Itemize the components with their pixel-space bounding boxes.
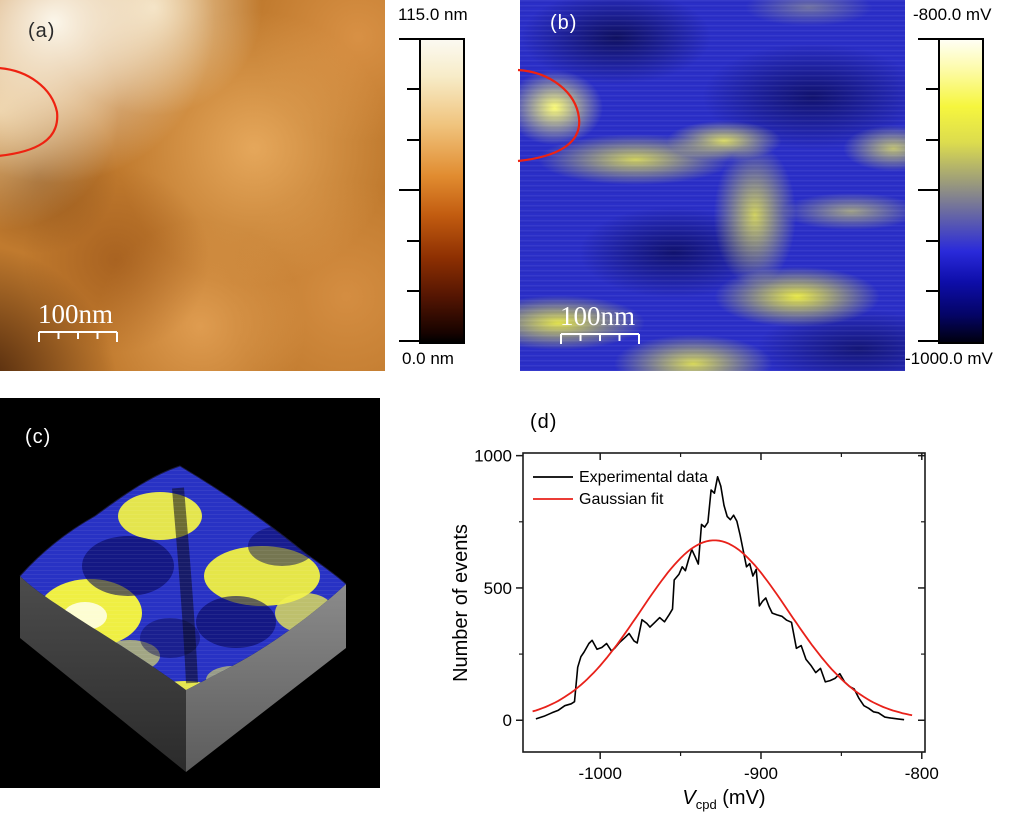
colorbar-tick (918, 38, 938, 40)
colorbar-tick (918, 189, 938, 191)
gaussian-fit-curve (532, 539, 913, 717)
colorbar-tick (407, 240, 419, 242)
experimental-data-curve (535, 476, 905, 721)
grain-contour-outline (0, 67, 59, 157)
plot-frame (522, 452, 926, 753)
scalebar-ruler-icon (560, 333, 640, 345)
panel-b-colorbar: -800.0 mV -1000.0 mV (905, 0, 1024, 372)
panel-a-scalebar: 100nm (38, 300, 118, 343)
y-tick-label: 500 (484, 579, 512, 598)
panel-b-label: (b) (550, 12, 578, 34)
colorbar-tick (918, 340, 938, 342)
legend-label: Experimental data (579, 469, 708, 486)
y-tick-label: 0 (503, 711, 512, 730)
colorbar-tick (407, 290, 419, 292)
colorbar-b-min-label: -1000.0 mV (905, 349, 993, 368)
colorbar-tick (926, 139, 938, 141)
surface-3d-block (19, 465, 347, 772)
y-axis-title: Number of events (450, 524, 472, 682)
colorbar-tick (926, 88, 938, 90)
panel-c-label: (c) (25, 426, 52, 448)
colorbar-tick (926, 240, 938, 242)
panel-c-3d-render: (c) (0, 398, 380, 788)
histogram-plot: -1000 -900 -800 0 500 1000 Number of events Vcp… (450, 447, 939, 812)
panel-b-potential-image: (b) 100nm (517, 0, 905, 371)
colorbar-tick (926, 290, 938, 292)
colorbar-a-gradient (419, 38, 465, 344)
x-tick-label: -800 (905, 764, 939, 783)
panel-d-label: (d) (530, 411, 558, 433)
panel-b-scalebar-text: 100nm (560, 301, 636, 331)
colorbar-tick (399, 340, 419, 342)
panel-a-label: (a) (28, 20, 56, 42)
panel-a-colorbar: 115.0 nm 0.0 nm (390, 0, 524, 372)
x-tick-label: -900 (744, 764, 778, 783)
panel-b-scalebar: 100nm (560, 302, 640, 345)
colorbar-tick (407, 88, 419, 90)
scalebar-ruler-icon (38, 331, 118, 343)
legend-label: Gaussian fit (579, 491, 664, 508)
x-axis-title: Vcpd (mV) (682, 787, 765, 812)
colorbar-b-gradient (938, 38, 984, 344)
colorbar-tick (399, 38, 419, 40)
y-tick-label: 1000 (474, 447, 512, 466)
colorbar-a-max-label: 115.0 nm (398, 5, 468, 24)
panel-a-topography-image: (a) 100nm (0, 0, 385, 371)
colorbar-a-min-label: 0.0 nm (402, 349, 454, 368)
x-tick-label: -1000 (578, 764, 621, 783)
panel-a-scalebar-text: 100nm (38, 299, 114, 329)
grain-contour-outline (517, 68, 581, 163)
colorbar-tick (399, 189, 419, 191)
colorbar-tick (407, 139, 419, 141)
colorbar-b-max-label: -800.0 mV (913, 5, 992, 24)
panel-d-chart: (d) -1000 -900 -800 0 500 1000 Number of event… (445, 398, 1020, 816)
